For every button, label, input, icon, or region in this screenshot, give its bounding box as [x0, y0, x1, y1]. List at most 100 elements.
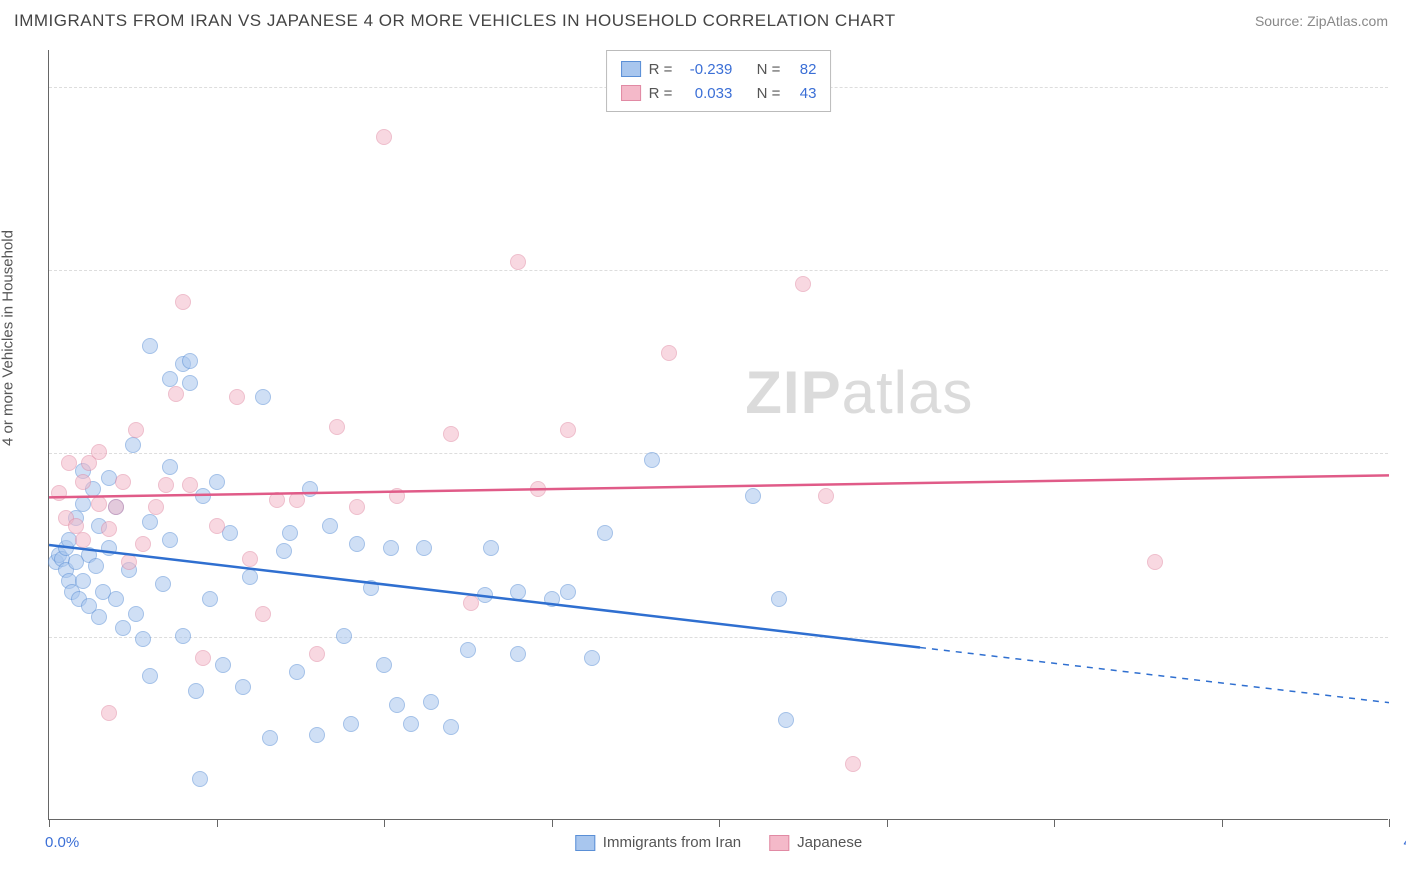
data-point-iran	[128, 606, 144, 622]
data-point-iran	[423, 694, 439, 710]
data-point-iran	[262, 730, 278, 746]
n-label: N =	[757, 85, 781, 102]
data-point-japanese	[443, 426, 459, 442]
legend-swatch-iran	[575, 835, 595, 851]
y-tick-label: 10.0%	[1396, 445, 1406, 462]
data-point-iran	[182, 353, 198, 369]
data-point-japanese	[68, 518, 84, 534]
data-point-iran	[597, 525, 613, 541]
chart-title: IMMIGRANTS FROM IRAN VS JAPANESE 4 OR MO…	[14, 11, 896, 31]
scatter-plot: ZIPatlas 5.0%10.0%15.0%20.0%0.0%40.0%R =…	[48, 50, 1388, 820]
data-point-japanese	[209, 518, 225, 534]
r-value-iran: -0.239	[680, 61, 732, 78]
data-point-japanese	[115, 474, 131, 490]
data-point-iran	[142, 668, 158, 684]
data-point-japanese	[121, 554, 137, 570]
gridline-h	[49, 270, 1388, 271]
data-point-iran	[142, 338, 158, 354]
data-point-japanese	[108, 499, 124, 515]
data-point-japanese	[530, 481, 546, 497]
swatch-japanese	[621, 85, 641, 101]
data-point-iran	[745, 488, 761, 504]
watermark-light: atlas	[842, 359, 974, 426]
stats-legend: R =-0.239 N =82R =0.033 N =43	[606, 50, 832, 112]
data-point-japanese	[91, 496, 107, 512]
data-point-iran	[343, 716, 359, 732]
x-tick	[887, 819, 888, 827]
data-point-japanese	[242, 551, 258, 567]
data-point-japanese	[101, 521, 117, 537]
data-point-japanese	[91, 444, 107, 460]
data-point-iran	[510, 584, 526, 600]
trend-lines	[49, 50, 1389, 820]
data-point-iran	[75, 496, 91, 512]
data-point-japanese	[229, 389, 245, 405]
data-point-japanese	[51, 485, 67, 501]
data-point-iran	[403, 716, 419, 732]
data-point-iran	[322, 518, 338, 534]
data-point-iran	[75, 573, 91, 589]
r-label: R =	[649, 85, 673, 102]
data-point-iran	[336, 628, 352, 644]
y-tick-label: 5.0%	[1396, 628, 1406, 645]
n-label: N =	[757, 61, 781, 78]
x-tick	[1054, 819, 1055, 827]
data-point-iran	[544, 591, 560, 607]
data-point-iran	[302, 481, 318, 497]
x-tick	[384, 819, 385, 827]
data-point-iran	[255, 389, 271, 405]
data-point-japanese	[135, 536, 151, 552]
data-point-iran	[416, 540, 432, 556]
data-point-japanese	[560, 422, 576, 438]
data-point-iran	[209, 474, 225, 490]
trendline-dashed-iran	[920, 647, 1389, 702]
source-link[interactable]: ZipAtlas.com	[1307, 13, 1388, 29]
watermark-bold: ZIP	[745, 359, 841, 426]
source-attribution: Source: ZipAtlas.com	[1255, 13, 1388, 29]
data-point-iran	[108, 591, 124, 607]
legend-item-japanese: Japanese	[769, 834, 862, 851]
data-point-iran	[91, 609, 107, 625]
x-tick-label: 0.0%	[45, 834, 79, 851]
data-point-japanese	[75, 474, 91, 490]
swatch-iran	[621, 61, 641, 77]
data-point-iran	[162, 459, 178, 475]
data-point-iran	[778, 712, 794, 728]
watermark: ZIPatlas	[745, 358, 973, 427]
data-point-japanese	[1147, 554, 1163, 570]
data-point-iran	[289, 664, 305, 680]
data-point-japanese	[289, 492, 305, 508]
data-point-iran	[771, 591, 787, 607]
stats-row-japanese: R =0.033 N =43	[621, 81, 817, 105]
data-point-iran	[192, 771, 208, 787]
data-point-iran	[309, 727, 325, 743]
data-point-japanese	[269, 492, 285, 508]
data-point-iran	[182, 375, 198, 391]
data-point-japanese	[128, 422, 144, 438]
data-point-japanese	[75, 532, 91, 548]
y-tick-label: 15.0%	[1396, 262, 1406, 279]
x-tick	[1222, 819, 1223, 827]
data-point-iran	[101, 540, 117, 556]
data-point-iran	[363, 580, 379, 596]
data-point-japanese	[195, 650, 211, 666]
data-point-iran	[188, 683, 204, 699]
n-value-iran: 82	[788, 61, 816, 78]
data-point-japanese	[818, 488, 834, 504]
data-point-iran	[510, 646, 526, 662]
data-point-japanese	[795, 276, 811, 292]
data-point-japanese	[510, 254, 526, 270]
source-prefix: Source:	[1255, 13, 1307, 29]
data-point-japanese	[255, 606, 271, 622]
data-point-iran	[155, 576, 171, 592]
legend-item-iran: Immigrants from Iran	[575, 834, 741, 851]
stats-row-iran: R =-0.239 N =82	[621, 57, 817, 81]
data-point-iran	[443, 719, 459, 735]
n-value-japanese: 43	[788, 85, 816, 102]
data-point-japanese	[376, 129, 392, 145]
data-point-iran	[560, 584, 576, 600]
x-tick	[49, 819, 50, 827]
data-point-iran	[162, 371, 178, 387]
data-point-iran	[88, 558, 104, 574]
data-point-iran	[584, 650, 600, 666]
